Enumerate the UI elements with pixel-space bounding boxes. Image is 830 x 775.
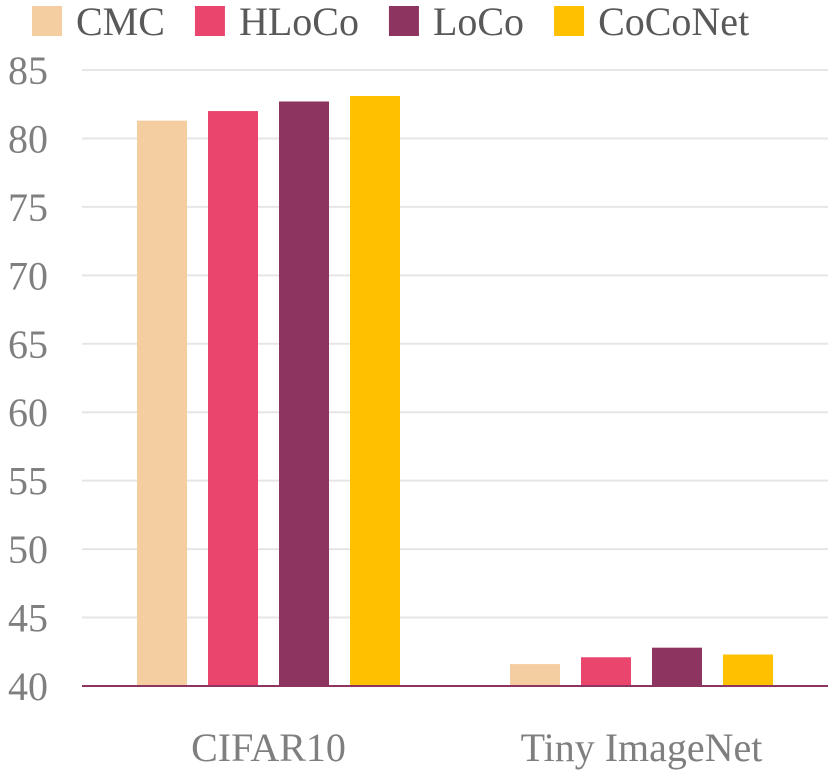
legend-swatch [554, 6, 585, 36]
x-category-label: Tiny ImageNet [521, 725, 763, 770]
legend-swatch [388, 6, 419, 36]
legend-label: CoCoNet [598, 0, 749, 44]
y-tick-label: 75 [8, 185, 48, 230]
y-tick-label: 85 [8, 48, 48, 93]
legend-swatch [32, 6, 62, 36]
bar-coconet-tiny-imagenet [723, 654, 773, 686]
y-tick-label: 55 [8, 459, 48, 504]
y-tick-label: 45 [8, 596, 48, 641]
x-category-label: CIFAR10 [191, 725, 346, 770]
legend-label: CMC [76, 0, 165, 44]
legend-item-loco: LoCo [388, 0, 524, 44]
bar-cmc-tiny-imagenet [510, 664, 560, 686]
bar-loco-tiny-imagenet [652, 647, 702, 686]
bar-cmc-cifar10 [137, 120, 187, 687]
x-axis-labels: CIFAR10 Tiny ImageNet [191, 725, 762, 770]
y-tick-label: 40 [8, 664, 48, 709]
legend-swatch [194, 6, 225, 36]
y-tick-label: 70 [8, 253, 48, 298]
bars [137, 96, 773, 687]
y-tick-label: 80 [8, 116, 48, 161]
y-tick-label: 50 [8, 527, 48, 572]
legend-item-cmc: CMC [32, 0, 165, 44]
y-tick-label: 65 [8, 322, 48, 367]
gridlines [82, 69, 828, 619]
legend-item-coconet: CoCoNet [554, 0, 749, 44]
bar-hloco-cifar10 [208, 111, 258, 687]
y-axis: 40 45 50 55 60 65 70 75 80 85 [8, 48, 48, 709]
bar-loco-cifar10 [279, 101, 329, 687]
legend: CMC HLoCo LoCo CoCoNet [32, 0, 749, 44]
legend-item-hloco: HLoCo [194, 0, 359, 44]
legend-label: HLoCo [239, 0, 359, 44]
bar-hloco-tiny-imagenet [581, 657, 631, 686]
bar-coconet-cifar10 [350, 96, 400, 686]
legend-label: LoCo [433, 0, 524, 44]
y-tick-label: 60 [8, 390, 48, 435]
